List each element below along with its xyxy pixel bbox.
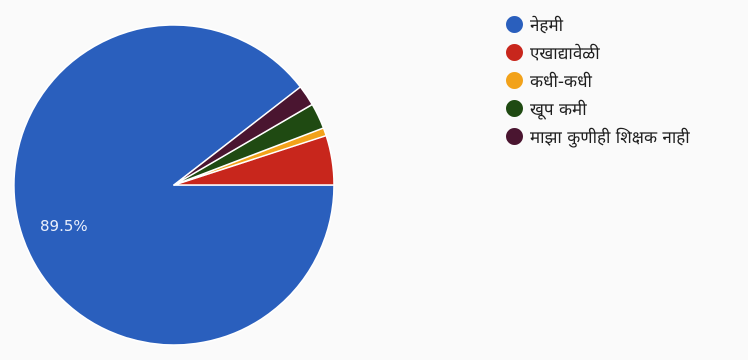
legend-swatch — [506, 99, 523, 117]
legend-swatch — [506, 15, 523, 33]
legend-label: कधी-कधी — [530, 71, 592, 92]
chart-legend: नेहमी एखाद्यावेळी कधी-कधी खूप कमी माझा कुणीह… — [506, 10, 690, 150]
legend-label: खूप कमी — [530, 99, 587, 120]
legend-item-माझा-कुणीही-शिक्षक-नाही: माझा कुणीही शिक्षक नाही — [506, 122, 690, 150]
legend-item-कधी-कधी: कधी-कधी — [506, 66, 690, 94]
legend-item-एखाद्यावेळी: एखाद्यावेळी — [506, 38, 690, 66]
legend-item-खूप-कमी: खूप कमी — [506, 94, 690, 122]
legend-swatch — [506, 71, 523, 89]
pie-slice-माझा-कुणीही-शिक्षक-नाही — [173, 86, 313, 186]
legend-label: नेहमी — [530, 15, 564, 36]
legend-item-नेहमी: नेहमी — [506, 10, 690, 38]
pie-slices — [13, 24, 335, 346]
legend-swatch — [506, 43, 523, 61]
pie-data-labels: 89.5% — [40, 217, 88, 235]
legend-label: एखाद्यावेळी — [530, 43, 600, 64]
legend-label: माझा कुणीही शिक्षक नाही — [530, 127, 690, 148]
data-label-नेहमी: 89.5% — [40, 217, 88, 235]
legend-swatch — [506, 127, 523, 145]
